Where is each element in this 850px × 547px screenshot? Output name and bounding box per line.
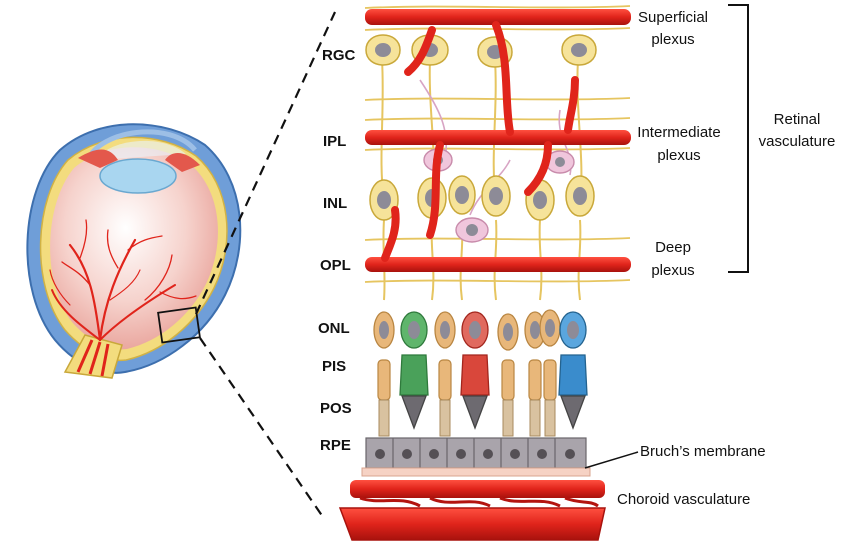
zoom-line-top	[195, 11, 336, 315]
choroid-vasculature-label: Choroid vasculature	[617, 491, 750, 508]
bruchs-membrane-label: Bruch’s membrane	[640, 443, 766, 460]
layer-label-onl: ONL	[318, 320, 350, 337]
zoom-box	[157, 306, 201, 344]
deep-plexus-label: Deep	[655, 239, 691, 256]
layer-label-pis: PIS	[322, 358, 346, 375]
eye-interior	[50, 147, 218, 350]
retinal-vasculature-label-2: vasculature	[759, 133, 836, 150]
retina-section	[338, 5, 631, 541]
layer-label-rpe: RPE	[320, 437, 351, 454]
deep-plexus-label-2: plexus	[651, 262, 694, 279]
intermediate-plexus-label: Intermediate	[637, 124, 720, 141]
layer-label-inl: INL	[323, 195, 347, 212]
fundus-vessels	[49, 219, 197, 342]
superficial-plexus-label: Superficial	[638, 9, 708, 26]
retinal-vasculature-bracket	[728, 4, 749, 273]
rgc-cells	[365, 34, 597, 68]
layer-label-pos: POS	[320, 400, 352, 417]
superficial-plexus-label-2: plexus	[651, 31, 694, 48]
choroid-vessels	[338, 480, 606, 541]
layer-labels: RGC IPL INL OPL ONL PIS POS RPE	[318, 47, 356, 454]
bruchs-membrane-pointer	[584, 451, 639, 469]
inl-cells	[369, 148, 595, 243]
retinal-vasculature-label: Retinal	[774, 111, 821, 128]
retinal-vessels	[365, 9, 631, 272]
photoreceptors	[373, 309, 588, 437]
layer-label-rgc: RGC	[322, 47, 356, 64]
bruchs-membrane-band	[361, 467, 591, 477]
intermediate-plexus-label-2: plexus	[657, 147, 700, 164]
eye-lens	[99, 158, 177, 194]
eye-illustration	[26, 123, 242, 379]
plexus-labels: Superficial plexus Intermediate plexus D…	[637, 9, 720, 279]
rpe-cells	[365, 437, 587, 469]
layer-label-opl: OPL	[320, 257, 351, 274]
zoom-line-bottom	[199, 337, 326, 521]
layer-label-ipl: IPL	[323, 133, 346, 150]
